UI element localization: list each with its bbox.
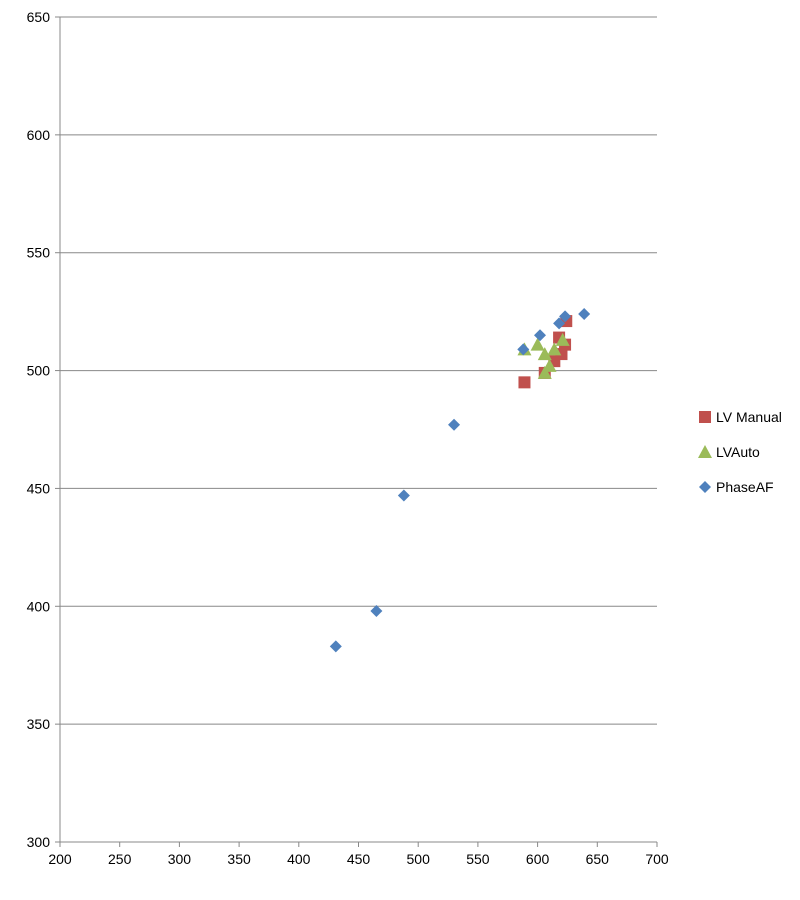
y-tick-label: 350 [27,716,51,732]
x-tick-label: 300 [168,851,192,867]
legend-marker [699,411,711,423]
x-tick-label: 200 [48,851,72,867]
x-tick-label: 450 [347,851,371,867]
series-phaseaf [329,308,591,653]
tick-labels: 300 350 400 450 500 550 600 650 200 250 300 350 400 4… [27,9,669,867]
data-point [553,317,566,330]
legend-label: PhaseAF [716,479,774,495]
x-tick-label: 550 [466,851,490,867]
x-tick-label: 350 [227,851,251,867]
data-point [542,358,557,372]
legend: LV Manual LVAuto PhaseAF [698,409,782,495]
y-tick-label: 400 [27,598,51,614]
data-point [517,343,530,356]
axes [55,16,658,847]
x-tick-label: 400 [287,851,311,867]
y-tick-label: 500 [27,363,51,379]
y-tick-label: 300 [27,834,51,850]
y-tick-label: 450 [27,480,51,496]
data-point [448,418,461,431]
data-point [530,337,545,351]
y-tick-label: 650 [27,9,51,25]
y-tick-label: 600 [27,127,51,143]
data-point [518,376,531,389]
data-point [533,329,546,342]
data-point [537,365,552,379]
legend-label: LV Manual [716,409,782,425]
x-tick-label: 650 [586,851,610,867]
data-points [329,308,591,653]
x-tick-label: 700 [645,851,669,867]
x-tick-label: 250 [108,851,132,867]
data-point [397,489,410,502]
legend-marker [699,481,711,493]
x-tick-label: 500 [407,851,431,867]
data-point [537,347,552,361]
data-point [329,640,342,653]
y-tick-label: 550 [27,245,51,261]
data-point [559,310,572,323]
x-tick-label: 600 [526,851,550,867]
data-point [547,342,562,356]
data-point [555,332,570,346]
legend-marker [698,445,712,458]
legend-label: LVAuto [716,444,760,460]
gridlines [60,16,657,725]
data-point [370,605,383,617]
data-point [578,308,591,320]
